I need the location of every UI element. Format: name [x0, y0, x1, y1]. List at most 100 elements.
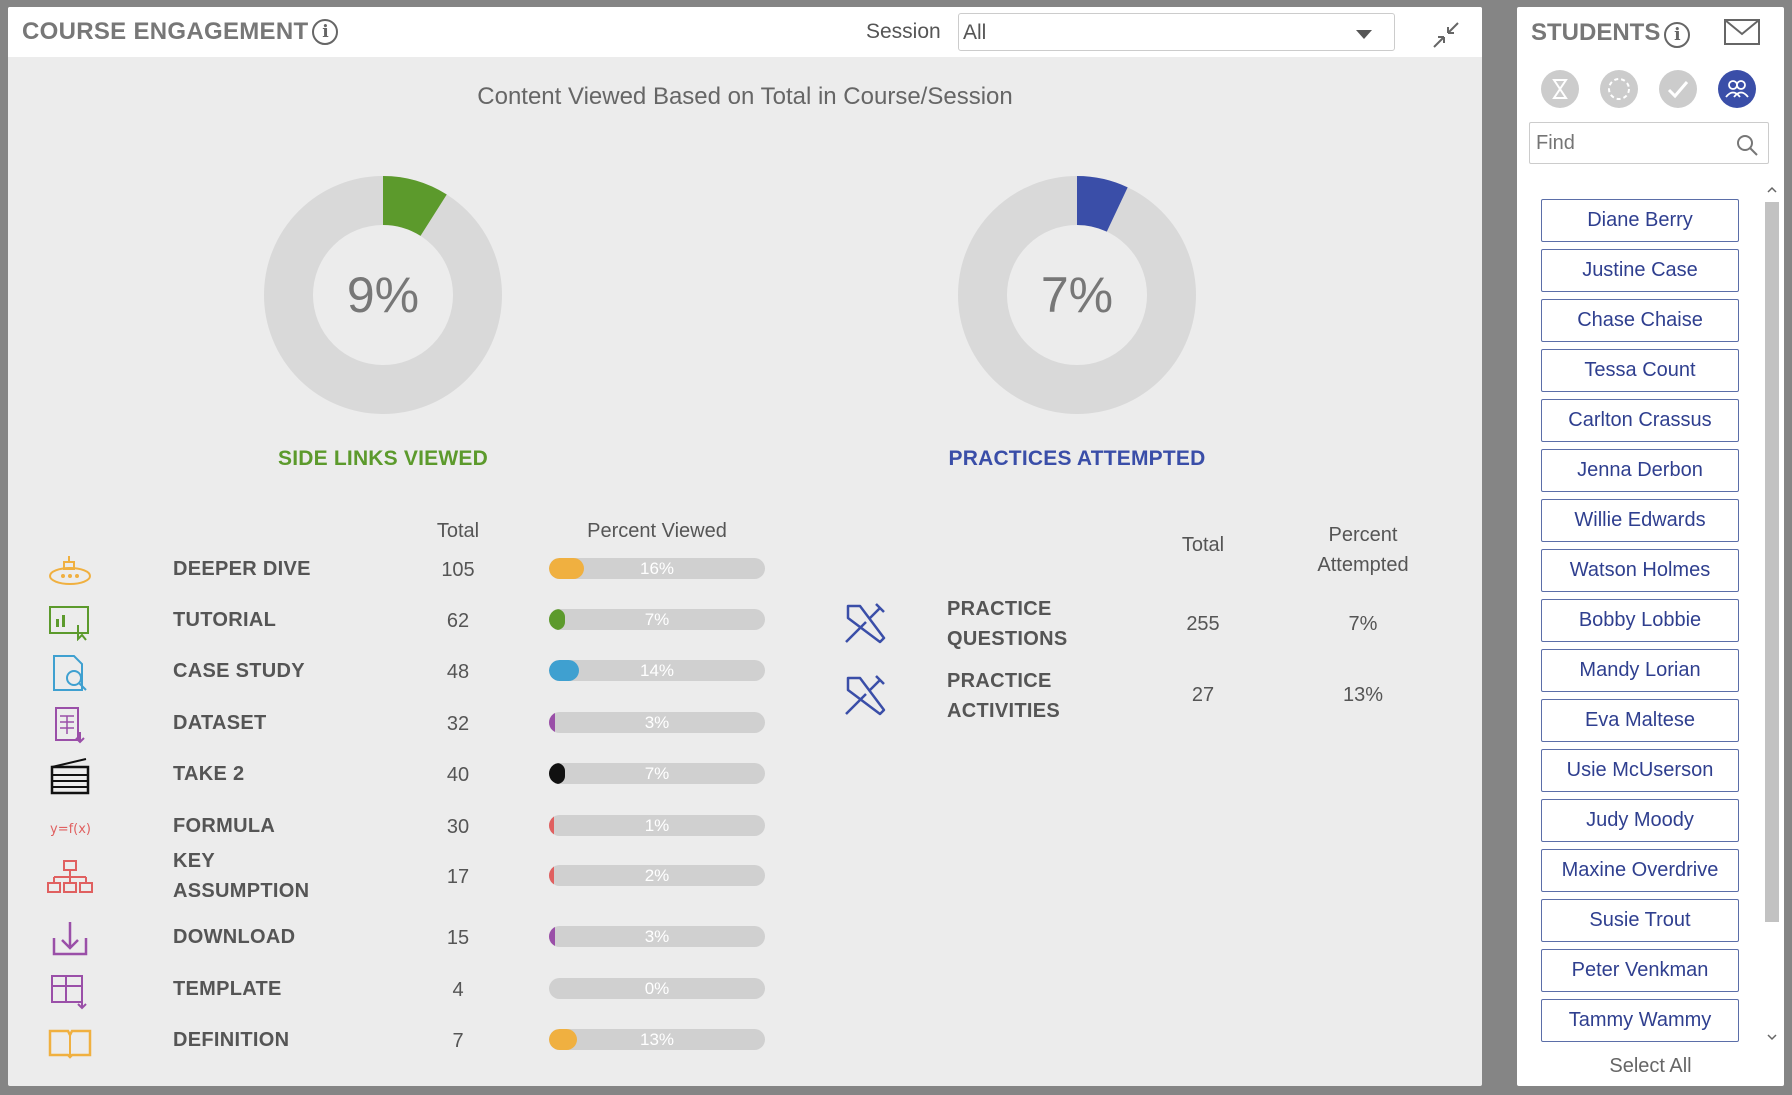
- info-icon[interactable]: i: [312, 19, 339, 45]
- progress-bar: 13%: [549, 1029, 765, 1050]
- row-label: DOWNLOAD: [173, 926, 296, 948]
- chart-title: Content Viewed Based on Total in Course/…: [477, 83, 1013, 110]
- row-total: 48: [446, 661, 470, 683]
- panel-header: COURSE ENGAGEMENT i Session All: [8, 7, 1482, 57]
- donut-segment: [1076, 176, 1128, 233]
- student-button[interactable]: Justine Case: [1541, 249, 1739, 292]
- progress-bar-label: 14%: [639, 661, 675, 680]
- progress-bar: 3%: [549, 926, 765, 947]
- student-button[interactable]: Diane Berry: [1541, 199, 1739, 242]
- student-button[interactable]: Willie Edwards: [1541, 499, 1739, 542]
- student-button[interactable]: Susie Trout: [1541, 899, 1739, 942]
- student-list: Diane Berry Justine Case Chase Chaise Tessa…: [1517, 182, 1747, 1042]
- donut-segment: [382, 176, 447, 237]
- student-button[interactable]: Carlton Crassus: [1541, 399, 1739, 442]
- completed-filter-button[interactable]: [1659, 70, 1697, 108]
- formula-icon: y=f(x): [50, 822, 91, 837]
- tools-icon: [845, 603, 886, 644]
- practice-name-line2: ACTIVITIES: [947, 700, 1061, 722]
- info-icon[interactable]: i: [1664, 22, 1691, 48]
- progress-bar: 0%: [549, 978, 765, 999]
- tutorial-icon: [49, 606, 89, 641]
- book-icon: [48, 1029, 92, 1059]
- all-students-filter-button[interactable]: [1718, 70, 1756, 108]
- in-progress-filter-button[interactable]: [1600, 70, 1638, 108]
- progress-bar-label: 7%: [644, 610, 670, 629]
- row-total: 30: [446, 816, 470, 838]
- row-label: DEEPER DIVE: [173, 558, 311, 580]
- percent-attempted-line1: Percent: [1328, 524, 1398, 546]
- student-button[interactable]: Chase Chaise: [1541, 299, 1739, 342]
- row-label: DATASET: [173, 712, 267, 734]
- dataset-icon: [55, 707, 85, 744]
- scrollbar[interactable]: [1765, 182, 1779, 1047]
- student-button[interactable]: Usie McUserson: [1541, 749, 1739, 792]
- collapse-icon[interactable]: [1430, 19, 1462, 51]
- practice-percent: 7%: [1348, 613, 1378, 635]
- progress-bar: 7%: [549, 609, 765, 630]
- progress-bar-fill: [549, 815, 554, 836]
- progress-bar: 7%: [549, 763, 765, 784]
- progress-bar-label: 13%: [639, 1030, 675, 1049]
- row-total: 105: [441, 559, 475, 581]
- users-icon: [1725, 80, 1749, 98]
- hourglass-icon: [1552, 79, 1568, 99]
- row-total: 40: [446, 764, 470, 786]
- total-header: Total: [436, 520, 480, 542]
- mail-icon[interactable]: [1723, 17, 1761, 47]
- student-button[interactable]: Bobby Lobbie: [1541, 599, 1739, 642]
- session-label: Session: [866, 20, 941, 43]
- row-label: TEMPLATE: [173, 978, 282, 1000]
- practice-name: PRACTICE ACTIVITIES: [947, 666, 1060, 726]
- practices-label: PRACTICES ATTEMPTED: [948, 447, 1206, 470]
- practice-name-line1: PRACTICE: [947, 598, 1052, 620]
- row-total: 15: [446, 927, 470, 949]
- download-icon: [52, 922, 88, 956]
- row-total: 62: [446, 610, 470, 632]
- progress-bar-label: 3%: [644, 713, 670, 732]
- row-total: 7: [452, 1030, 464, 1052]
- progress-bar-label: 0%: [644, 979, 670, 998]
- find-input[interactable]: [1529, 122, 1769, 164]
- session-value: All: [963, 21, 987, 44]
- student-button[interactable]: Jenna Derbon: [1541, 449, 1739, 492]
- row-label: CASE STUDY: [173, 660, 305, 682]
- student-button[interactable]: Tessa Count: [1541, 349, 1739, 392]
- row-label: TUTORIAL: [173, 609, 277, 631]
- student-button[interactable]: Watson Holmes: [1541, 549, 1739, 592]
- practice-name-line1: PRACTICE: [947, 670, 1052, 692]
- search-icon[interactable]: [1734, 132, 1760, 158]
- practice-name: PRACTICE QUESTIONS: [947, 594, 1068, 654]
- student-button[interactable]: Maxine Overdrive: [1541, 849, 1739, 892]
- select-all-button[interactable]: Select All: [1609, 1055, 1692, 1077]
- progress-bar-fill: [549, 763, 565, 784]
- progress-bar-fill: [549, 558, 584, 579]
- row-total: 32: [446, 713, 470, 735]
- check-icon: [1667, 81, 1689, 99]
- student-button[interactable]: Mandy Lorian: [1541, 649, 1739, 692]
- students-title: STUDENTS i: [1531, 19, 1691, 48]
- tools-icon: [845, 675, 886, 716]
- progress-bar-fill: [549, 926, 556, 947]
- session-select[interactable]: All: [958, 13, 1395, 51]
- student-button[interactable]: Eva Maltese: [1541, 699, 1739, 742]
- student-button[interactable]: Judy Moody: [1541, 799, 1739, 842]
- row-total: 17: [446, 866, 470, 888]
- progress-icon: [1608, 78, 1630, 100]
- chevron-down-icon: [1356, 30, 1372, 39]
- percent-attempted-header: Percent Attempted: [1283, 520, 1443, 580]
- progress-bar-fill: [549, 1029, 578, 1050]
- student-button[interactable]: Peter Venkman: [1541, 949, 1739, 992]
- percent-viewed-header: Percent Viewed: [587, 520, 727, 542]
- svg-text:y=f(x): y=f(x): [50, 822, 91, 837]
- scrollbar-thumb[interactable]: [1765, 202, 1779, 922]
- progress-bar-fill: [549, 712, 556, 733]
- row-total: 4: [452, 979, 464, 1001]
- progress-bar-label: 3%: [644, 927, 670, 946]
- percent-attempted-line2: Attempted: [1317, 554, 1409, 576]
- practice-total: 27: [1191, 684, 1215, 706]
- progress-bar-label: 7%: [644, 764, 670, 783]
- student-button[interactable]: Tammy Wammy: [1541, 999, 1739, 1042]
- hourglass-filter-button[interactable]: [1541, 70, 1579, 108]
